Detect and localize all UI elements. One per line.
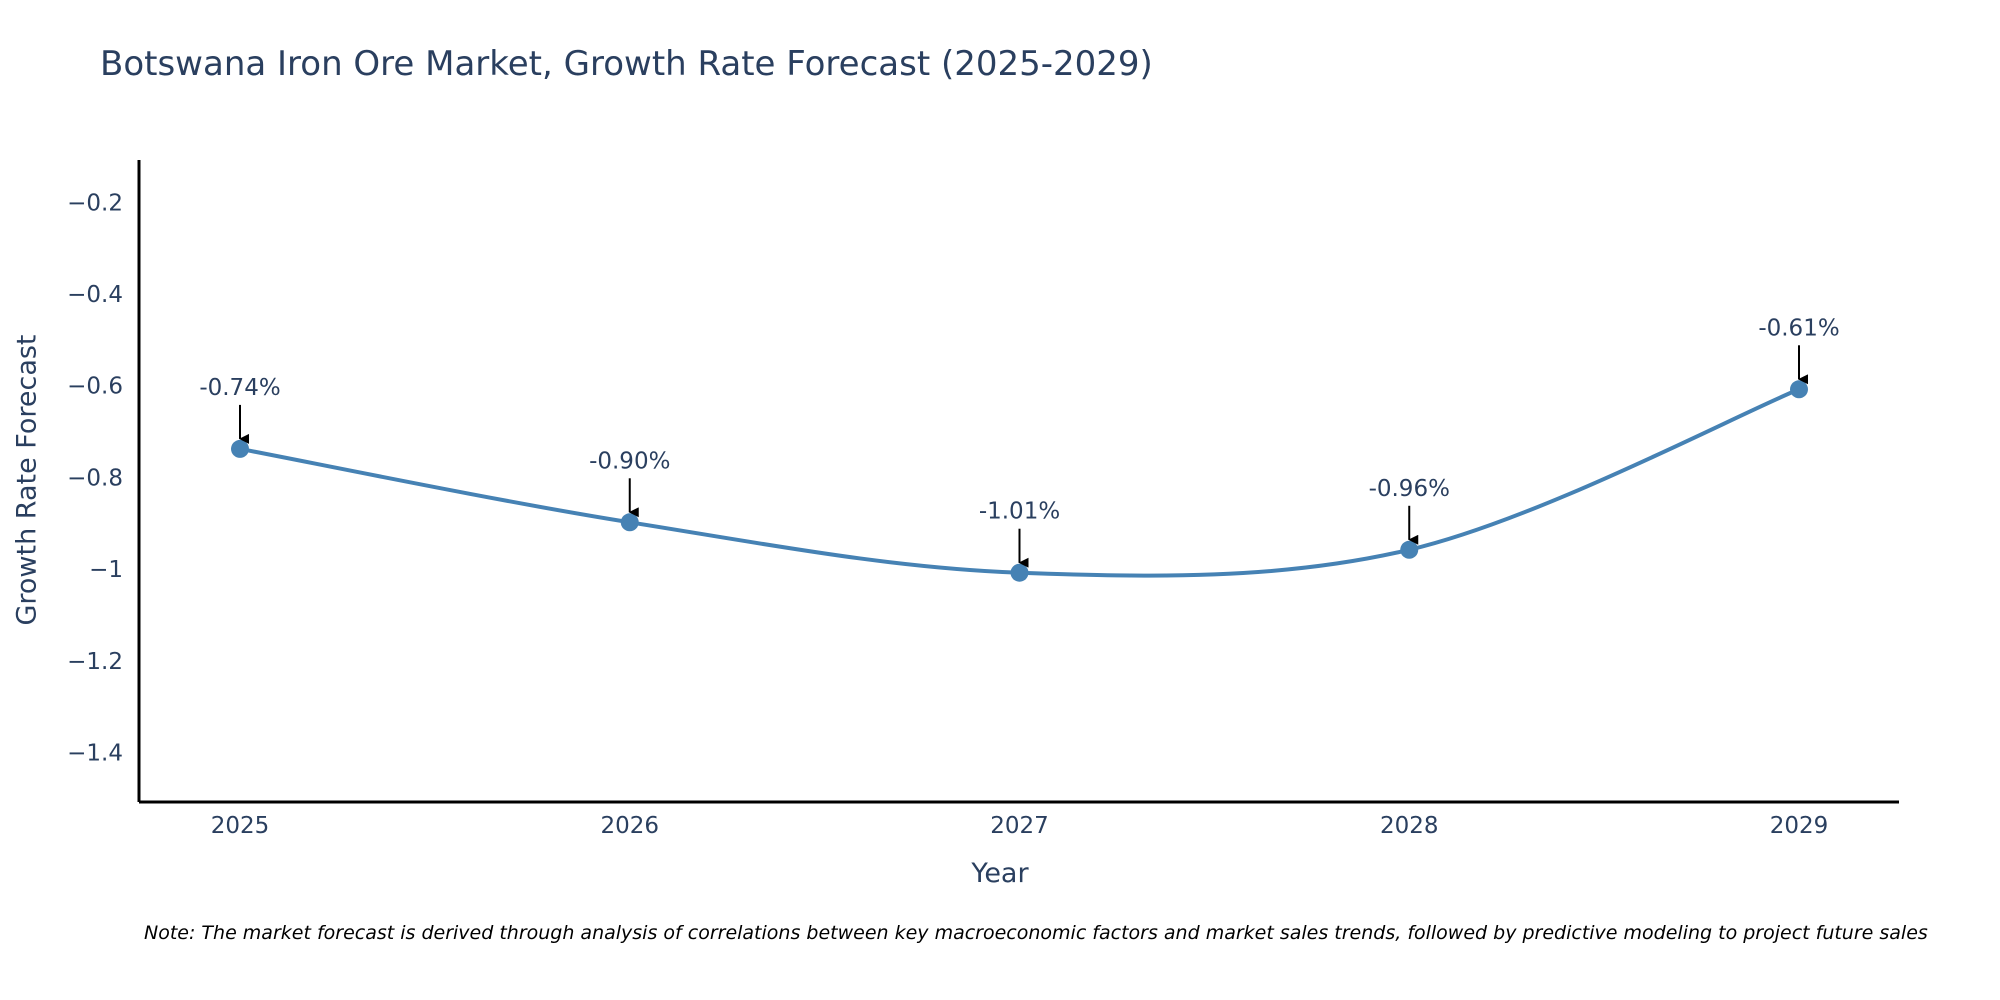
tick-labels: −0.2 −0.4 −0.6 −0.8 −1 −1.2 −1.4 2025 2026 2027 20… (67, 190, 1828, 839)
x-tick-label: 2027 (990, 813, 1049, 839)
data-point[interactable] (620, 513, 639, 532)
data-label: -0.61% (1758, 315, 1839, 341)
x-tick-label: 2028 (1380, 813, 1439, 839)
x-tick-label: 2025 (211, 813, 270, 839)
y-tick-label: −1.4 (67, 741, 123, 767)
data-point[interactable] (1010, 563, 1029, 582)
data-point[interactable] (1790, 380, 1808, 399)
data-points (231, 380, 1808, 582)
data-label: -0.96% (1369, 476, 1450, 502)
data-point[interactable] (1400, 540, 1419, 559)
y-tick-label: −0.6 (67, 374, 123, 400)
x-tick-label: 2029 (1770, 813, 1829, 839)
y-tick-label: −0.4 (67, 282, 123, 308)
y-tick-label: −1.2 (67, 649, 123, 675)
y-tick-label: −0.2 (67, 190, 123, 216)
y-tick-label: −1 (89, 557, 123, 583)
y-axis-title: Growth Rate Forecast (11, 334, 43, 626)
data-label: -1.01% (979, 499, 1060, 525)
chart-title: Botswana Iron Ore Market, Growth Rate Fo… (100, 44, 1153, 84)
y-tick-label: −0.8 (67, 465, 123, 491)
axes (137, 160, 1899, 804)
data-label: -0.90% (589, 448, 670, 474)
data-label: -0.74% (199, 375, 280, 401)
footnote: Note: The market forecast is derived thr… (144, 922, 1928, 944)
data-point[interactable] (231, 439, 249, 458)
x-axis-title: Year (971, 858, 1029, 889)
x-tick-label: 2026 (600, 813, 659, 839)
data-annotations: -0.74% -0.90% -1.01% -0.96% -0.61% (199, 315, 1840, 568)
